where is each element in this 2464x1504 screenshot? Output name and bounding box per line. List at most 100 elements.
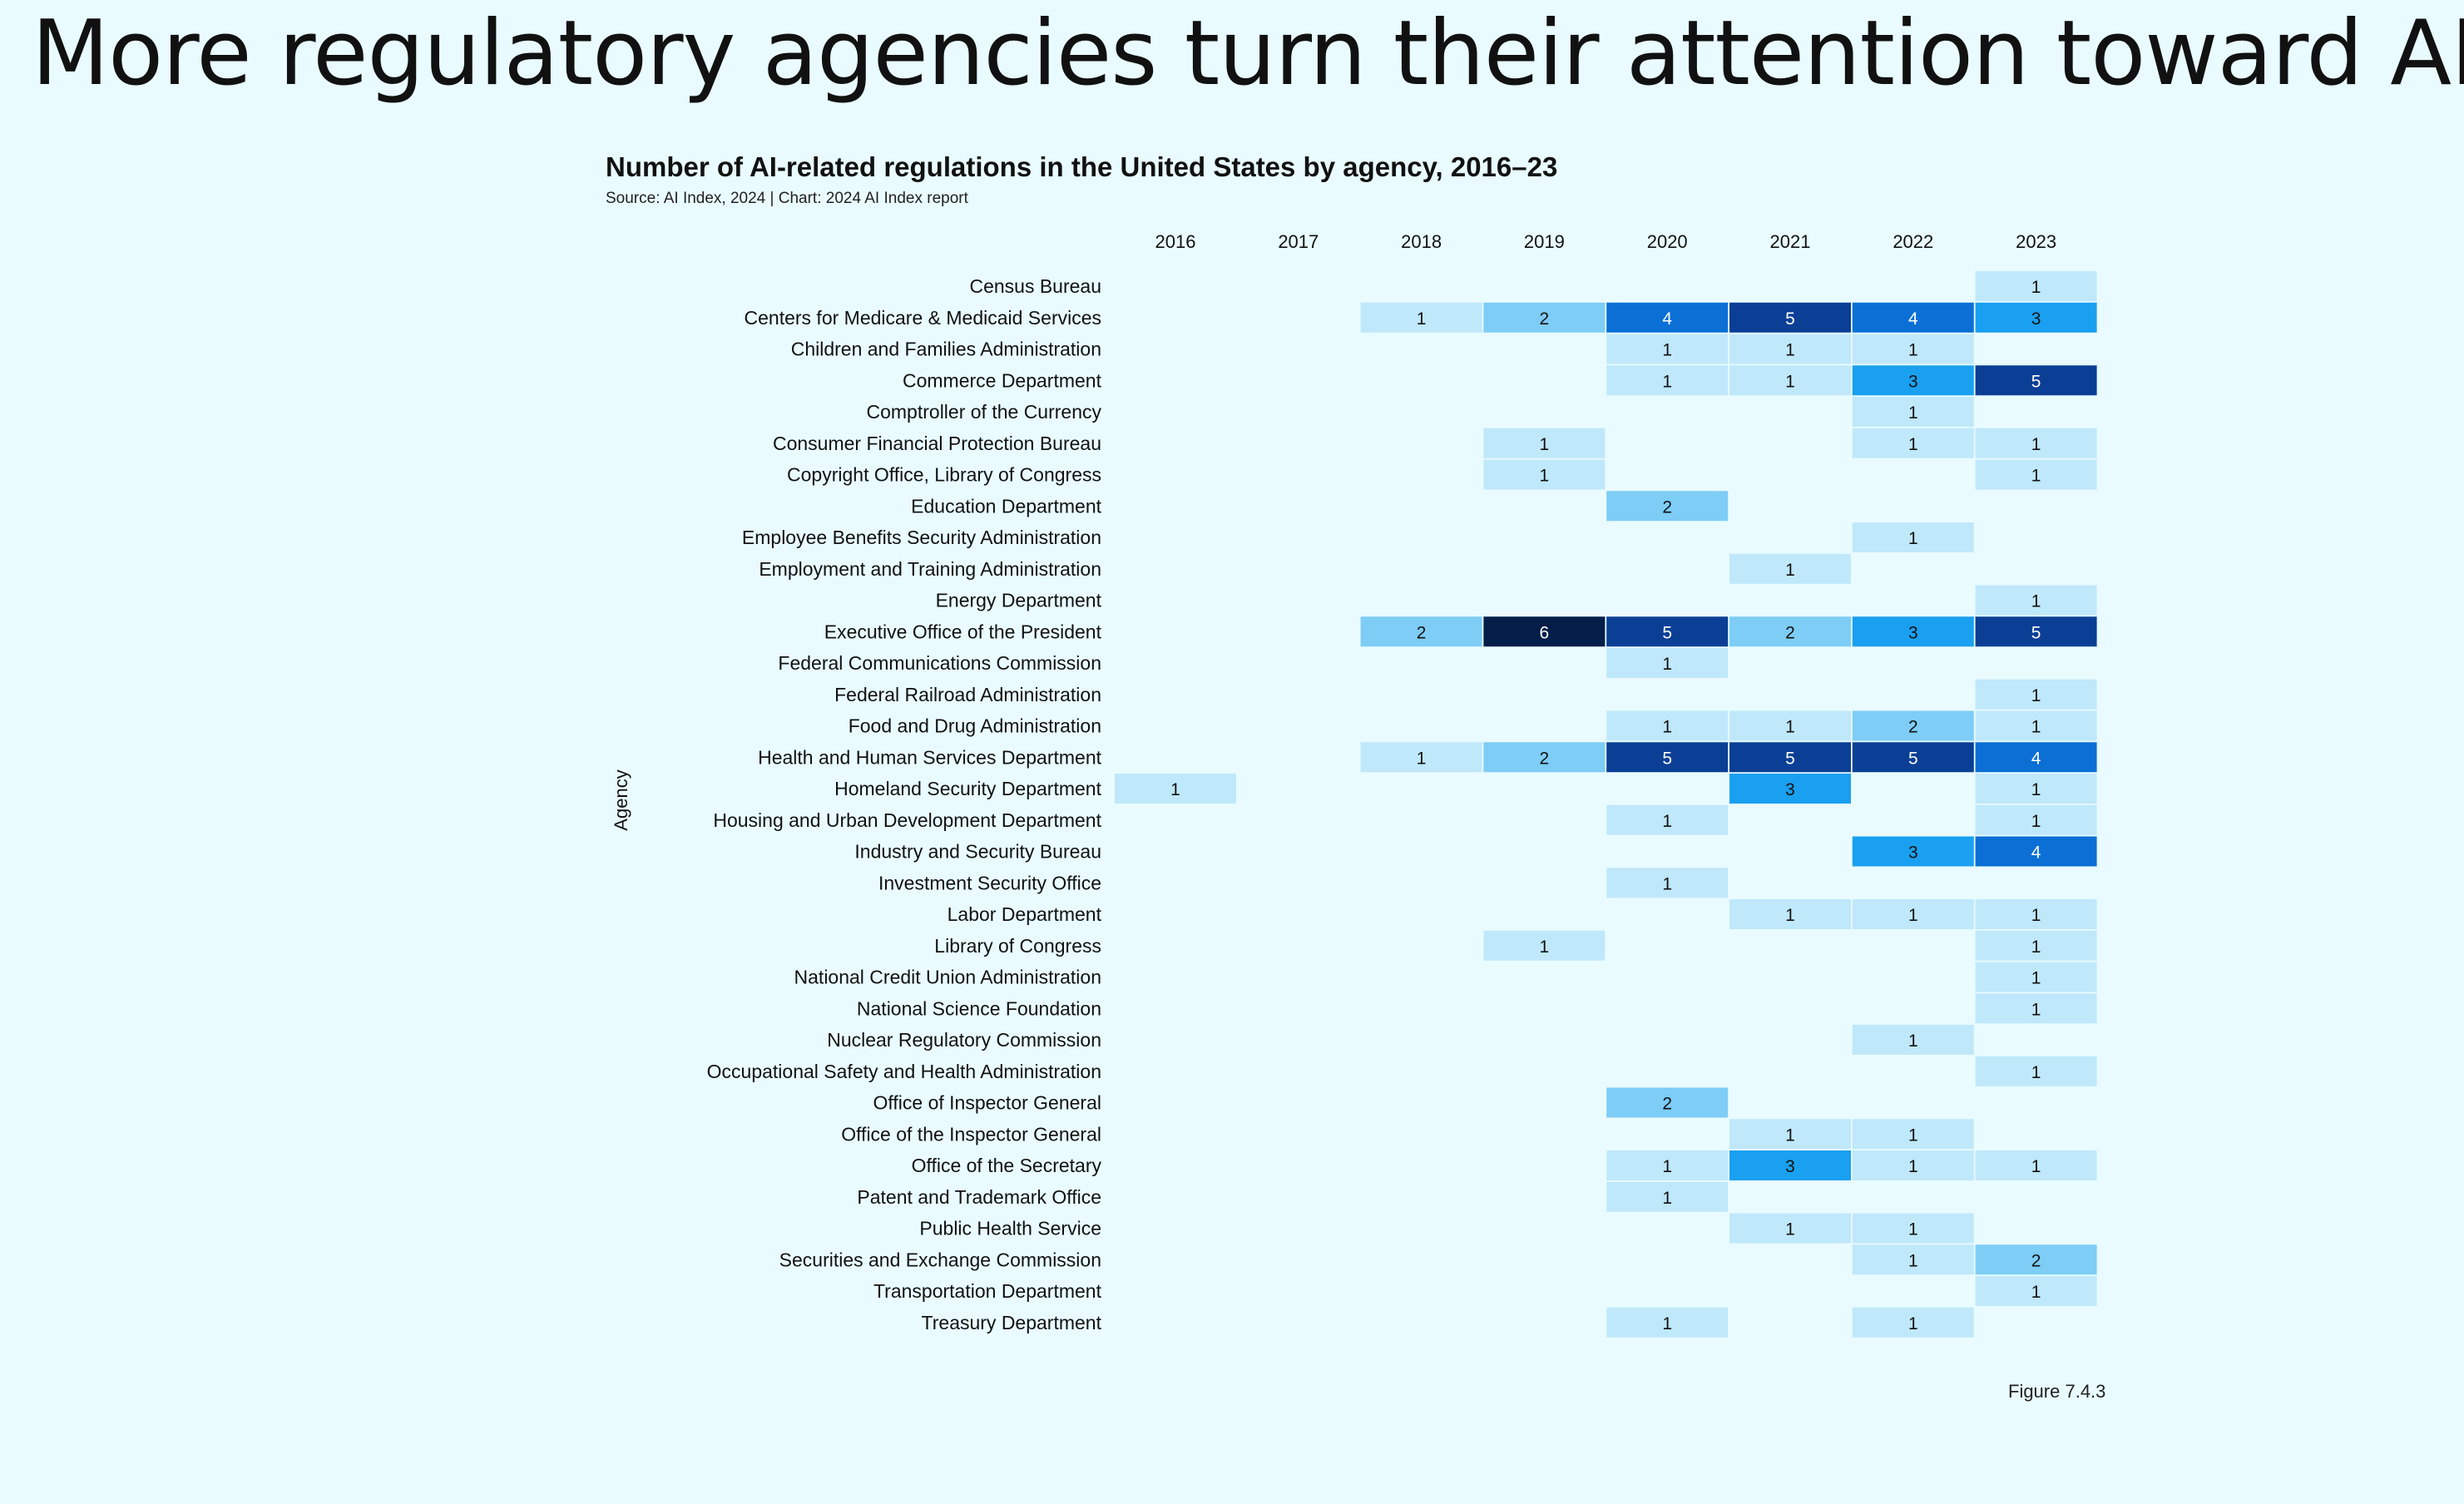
heatmap-cell	[1729, 553, 1851, 584]
cell-value-label: 1	[2031, 718, 2041, 737]
cell-value-label: 1	[1785, 906, 1795, 925]
heatmap-cell	[1360, 742, 1482, 773]
row-label: Federal Communications Commission	[778, 652, 1101, 674]
cell-value-label: 2	[1908, 718, 1918, 737]
chart-title: Number of AI-related regulations in the …	[606, 151, 1558, 182]
heatmap-cell	[1606, 302, 1729, 333]
heatmap-cell	[1606, 1181, 1729, 1212]
heatmap-cell	[1975, 962, 2097, 992]
heatmap-cell	[1483, 930, 1606, 961]
cell-value-label: 1	[2031, 1157, 2041, 1176]
cell-value-label: 5	[1662, 623, 1672, 642]
heatmap-cell	[1606, 365, 1729, 396]
row-label: Comptroller of the Currency	[867, 401, 1102, 423]
cell-value-label: 1	[1908, 1251, 1918, 1270]
cell-value-label: 1	[2031, 812, 2041, 831]
heatmap-cell	[1975, 679, 2097, 710]
cell-value-label: 3	[2031, 309, 2041, 329]
heatmap-cell	[1852, 899, 1974, 929]
heatmap-cell	[1975, 742, 2097, 773]
row-label: Public Health Service	[919, 1218, 1101, 1239]
row-label: Education Department	[911, 495, 1101, 517]
row-label: Treasury Department	[922, 1312, 1102, 1333]
heatmap-cell	[1852, 522, 1974, 552]
cell-value-label: 5	[2031, 623, 2041, 642]
row-label: National Credit Union Administration	[794, 967, 1101, 988]
heatmap-cell	[1483, 428, 1606, 458]
heatmap-cell	[1975, 616, 2097, 647]
heatmap-cell	[1975, 365, 2097, 396]
cell-value-label: 1	[2031, 686, 2041, 705]
heatmap-cell	[1606, 710, 1729, 741]
cell-value-label: 1	[2031, 592, 2041, 611]
cell-value-label: 5	[2031, 372, 2041, 391]
heatmap-cell	[1852, 428, 1974, 458]
heatmap-cell	[1975, 302, 2097, 333]
row-label: Nuclear Regulatory Commission	[827, 1029, 1101, 1051]
heatmap-cell	[1852, 1213, 1974, 1244]
heatmap-cell	[1852, 1244, 1974, 1275]
heatmap-cell	[1975, 1244, 2097, 1275]
row-label: Copyright Office, Library of Congress	[787, 464, 1101, 486]
cell-value-label: 2	[1785, 623, 1795, 642]
heatmap-cell	[1852, 302, 1974, 333]
row-label: Office of the Inspector General	[841, 1123, 1101, 1145]
heatmap-cell	[1483, 616, 1606, 647]
heatmap-cell	[1852, 616, 1974, 647]
row-label: Securities and Exchange Commission	[779, 1249, 1101, 1270]
heatmap-cell	[1975, 428, 2097, 458]
heatmap-cell	[1729, 710, 1851, 741]
cell-value-label: 4	[2031, 749, 2041, 768]
column-label: 2022	[1893, 231, 1933, 252]
cell-value-label: 1	[2031, 969, 2041, 988]
cell-value-label: 3	[1908, 623, 1918, 642]
column-label: 2018	[1401, 231, 1442, 252]
heatmap-cell	[1729, 616, 1851, 647]
heatmap-cell	[1852, 742, 1974, 773]
cell-value-label: 1	[1662, 1157, 1672, 1176]
slide-title: More regulatory agencies turn their atte…	[32, 2, 2464, 106]
heatmap-cell	[1852, 710, 1974, 741]
cell-value-label: 1	[2031, 780, 2041, 799]
cell-value-label: 4	[1908, 309, 1918, 329]
row-label: Housing and Urban Development Department	[713, 809, 1101, 831]
cell-value-label: 1	[1417, 749, 1427, 768]
cell-value-label: 4	[2031, 844, 2041, 863]
cell-value-label: 3	[1908, 372, 1918, 391]
chart-source: Source: AI Index, 2024 | Chart: 2024 AI …	[606, 190, 968, 207]
column-label: 2017	[1278, 231, 1319, 252]
row-label: Transportation Department	[873, 1280, 1102, 1302]
heatmap-cell	[1975, 1150, 2097, 1180]
row-label: Employee Benefits Security Administratio…	[742, 527, 1101, 548]
cell-value-label: 1	[1662, 341, 1672, 360]
heatmap-cell	[1975, 930, 2097, 961]
row-label: Commerce Department	[903, 369, 1102, 391]
heatmap-cell	[1852, 1025, 1974, 1055]
heatmap-cell	[1606, 1087, 1729, 1118]
row-label: Library of Congress	[934, 935, 1101, 957]
cell-value-label: 1	[1785, 561, 1795, 580]
cell-value-label: 2	[1662, 497, 1672, 517]
cell-value-label: 1	[1662, 718, 1672, 737]
row-label: Children and Families Administration	[791, 339, 1101, 360]
heatmap-cell	[1975, 1056, 2097, 1086]
cell-value-label: 1	[1908, 1314, 1918, 1333]
cell-value-label: 5	[1662, 749, 1672, 768]
cell-value-label: 1	[1785, 1220, 1795, 1239]
heatmap-cell	[1852, 836, 1974, 867]
heatmap-cell	[1975, 710, 2097, 741]
figure-label: Figure 7.4.3	[2008, 1381, 2106, 1402]
cell-value-label: 1	[1908, 435, 1918, 454]
heatmap-cell	[1975, 271, 2097, 301]
row-label: Patent and Trademark Office	[857, 1186, 1101, 1208]
cell-value-label: 1	[1662, 372, 1672, 391]
cell-value-label: 1	[1908, 1032, 1918, 1051]
cell-value-label: 1	[1908, 341, 1918, 360]
heatmap-cell	[1975, 899, 2097, 929]
cell-value-label: 2	[2031, 1251, 2041, 1270]
heatmap-cell	[1975, 585, 2097, 616]
row-label: Food and Drug Administration	[849, 715, 1101, 737]
cell-value-label: 6	[1540, 623, 1550, 642]
heatmap-cell	[1606, 804, 1729, 835]
heatmap-cell	[1852, 1307, 1974, 1338]
